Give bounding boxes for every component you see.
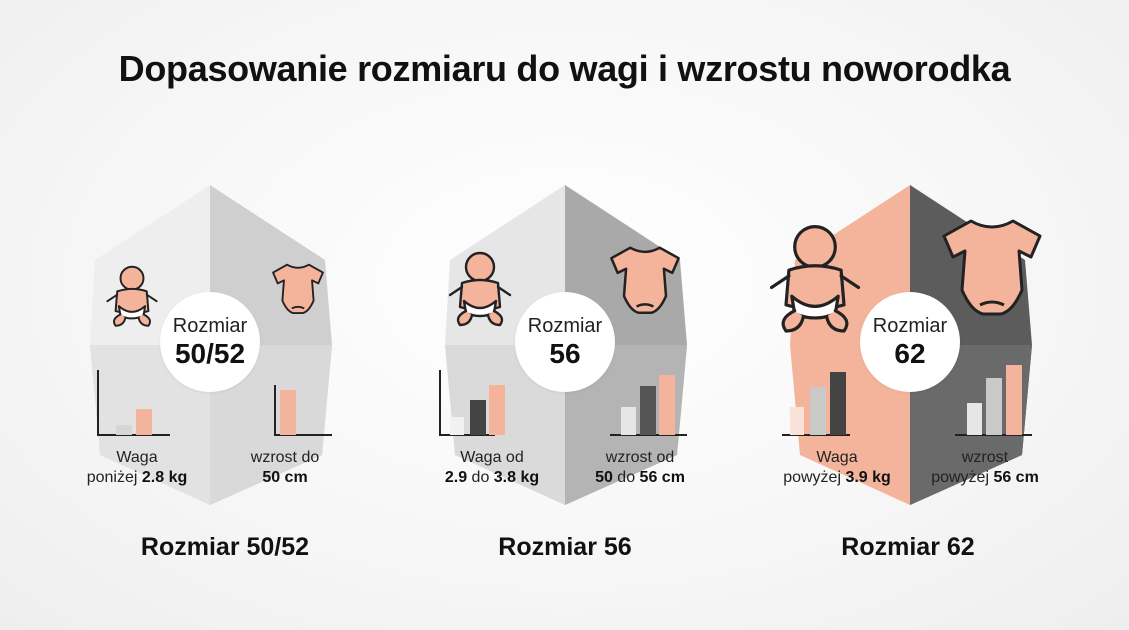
- weight-caption: Waga powyżej 3.9 kg: [783, 449, 891, 486]
- badge-label: Rozmiar: [172, 315, 248, 337]
- bar-chart-icon: [782, 372, 850, 436]
- bodysuit-icon: [610, 246, 680, 315]
- size-label-62: Rozmiar 62: [841, 533, 975, 561]
- size-badge: Rozmiar 56: [515, 292, 615, 392]
- size-panel-62: Rozmiar 62 Waga powyżej 3.9 kg wzrost po…: [770, 185, 1050, 505]
- hexagon-background: [770, 185, 1042, 505]
- size-label-50-52: Rozmiar 50/52: [140, 533, 310, 561]
- hexagon-background: [90, 185, 332, 505]
- size-badge: Rozmiar 50/52: [160, 292, 260, 392]
- bar-chart-icon: [955, 365, 1032, 436]
- hexagon-background: [439, 185, 687, 505]
- page-title: Dopasowanie rozmiaru do wagi i wzrostu n…: [118, 48, 1011, 89]
- badge-value: 50/52: [174, 338, 246, 369]
- size-label-56: Rozmiar 56: [498, 533, 632, 561]
- bodysuit-icon: [942, 219, 1042, 316]
- size-panel-56: Rozmiar 56 Waga od 2.9 do 3.8 kg wzrost …: [425, 185, 705, 505]
- badge-label: Rozmiar: [872, 315, 948, 337]
- weight-caption: Waga od 2.9 do 3.8 kg: [444, 449, 540, 486]
- baby-icon: [770, 225, 861, 333]
- weight-caption: Waga poniżej 2.8 kg: [86, 449, 188, 486]
- height-caption: wzrost do 50 cm: [250, 449, 320, 486]
- height-caption: wzrost powyżej 56 cm: [931, 449, 1039, 486]
- bar-chart-icon: [610, 375, 687, 436]
- badge-label: Rozmiar: [527, 315, 603, 337]
- baby-icon: [448, 251, 512, 327]
- bar-chart-icon: [97, 370, 170, 436]
- size-badge: Rozmiar 62: [860, 292, 960, 392]
- bodysuit-icon: [272, 263, 324, 315]
- size-panel-50-52: Rozmiar 50/52 Waga poniżej 2.8 kg wzrost…: [70, 185, 350, 505]
- badge-value: 56: [549, 338, 581, 369]
- badge-value: 62: [894, 338, 926, 369]
- height-caption: wzrost od 50 do 56 cm: [595, 449, 685, 486]
- baby-icon: [106, 265, 158, 327]
- bar-chart-icon: [274, 385, 332, 436]
- bar-chart-icon: [439, 370, 505, 436]
